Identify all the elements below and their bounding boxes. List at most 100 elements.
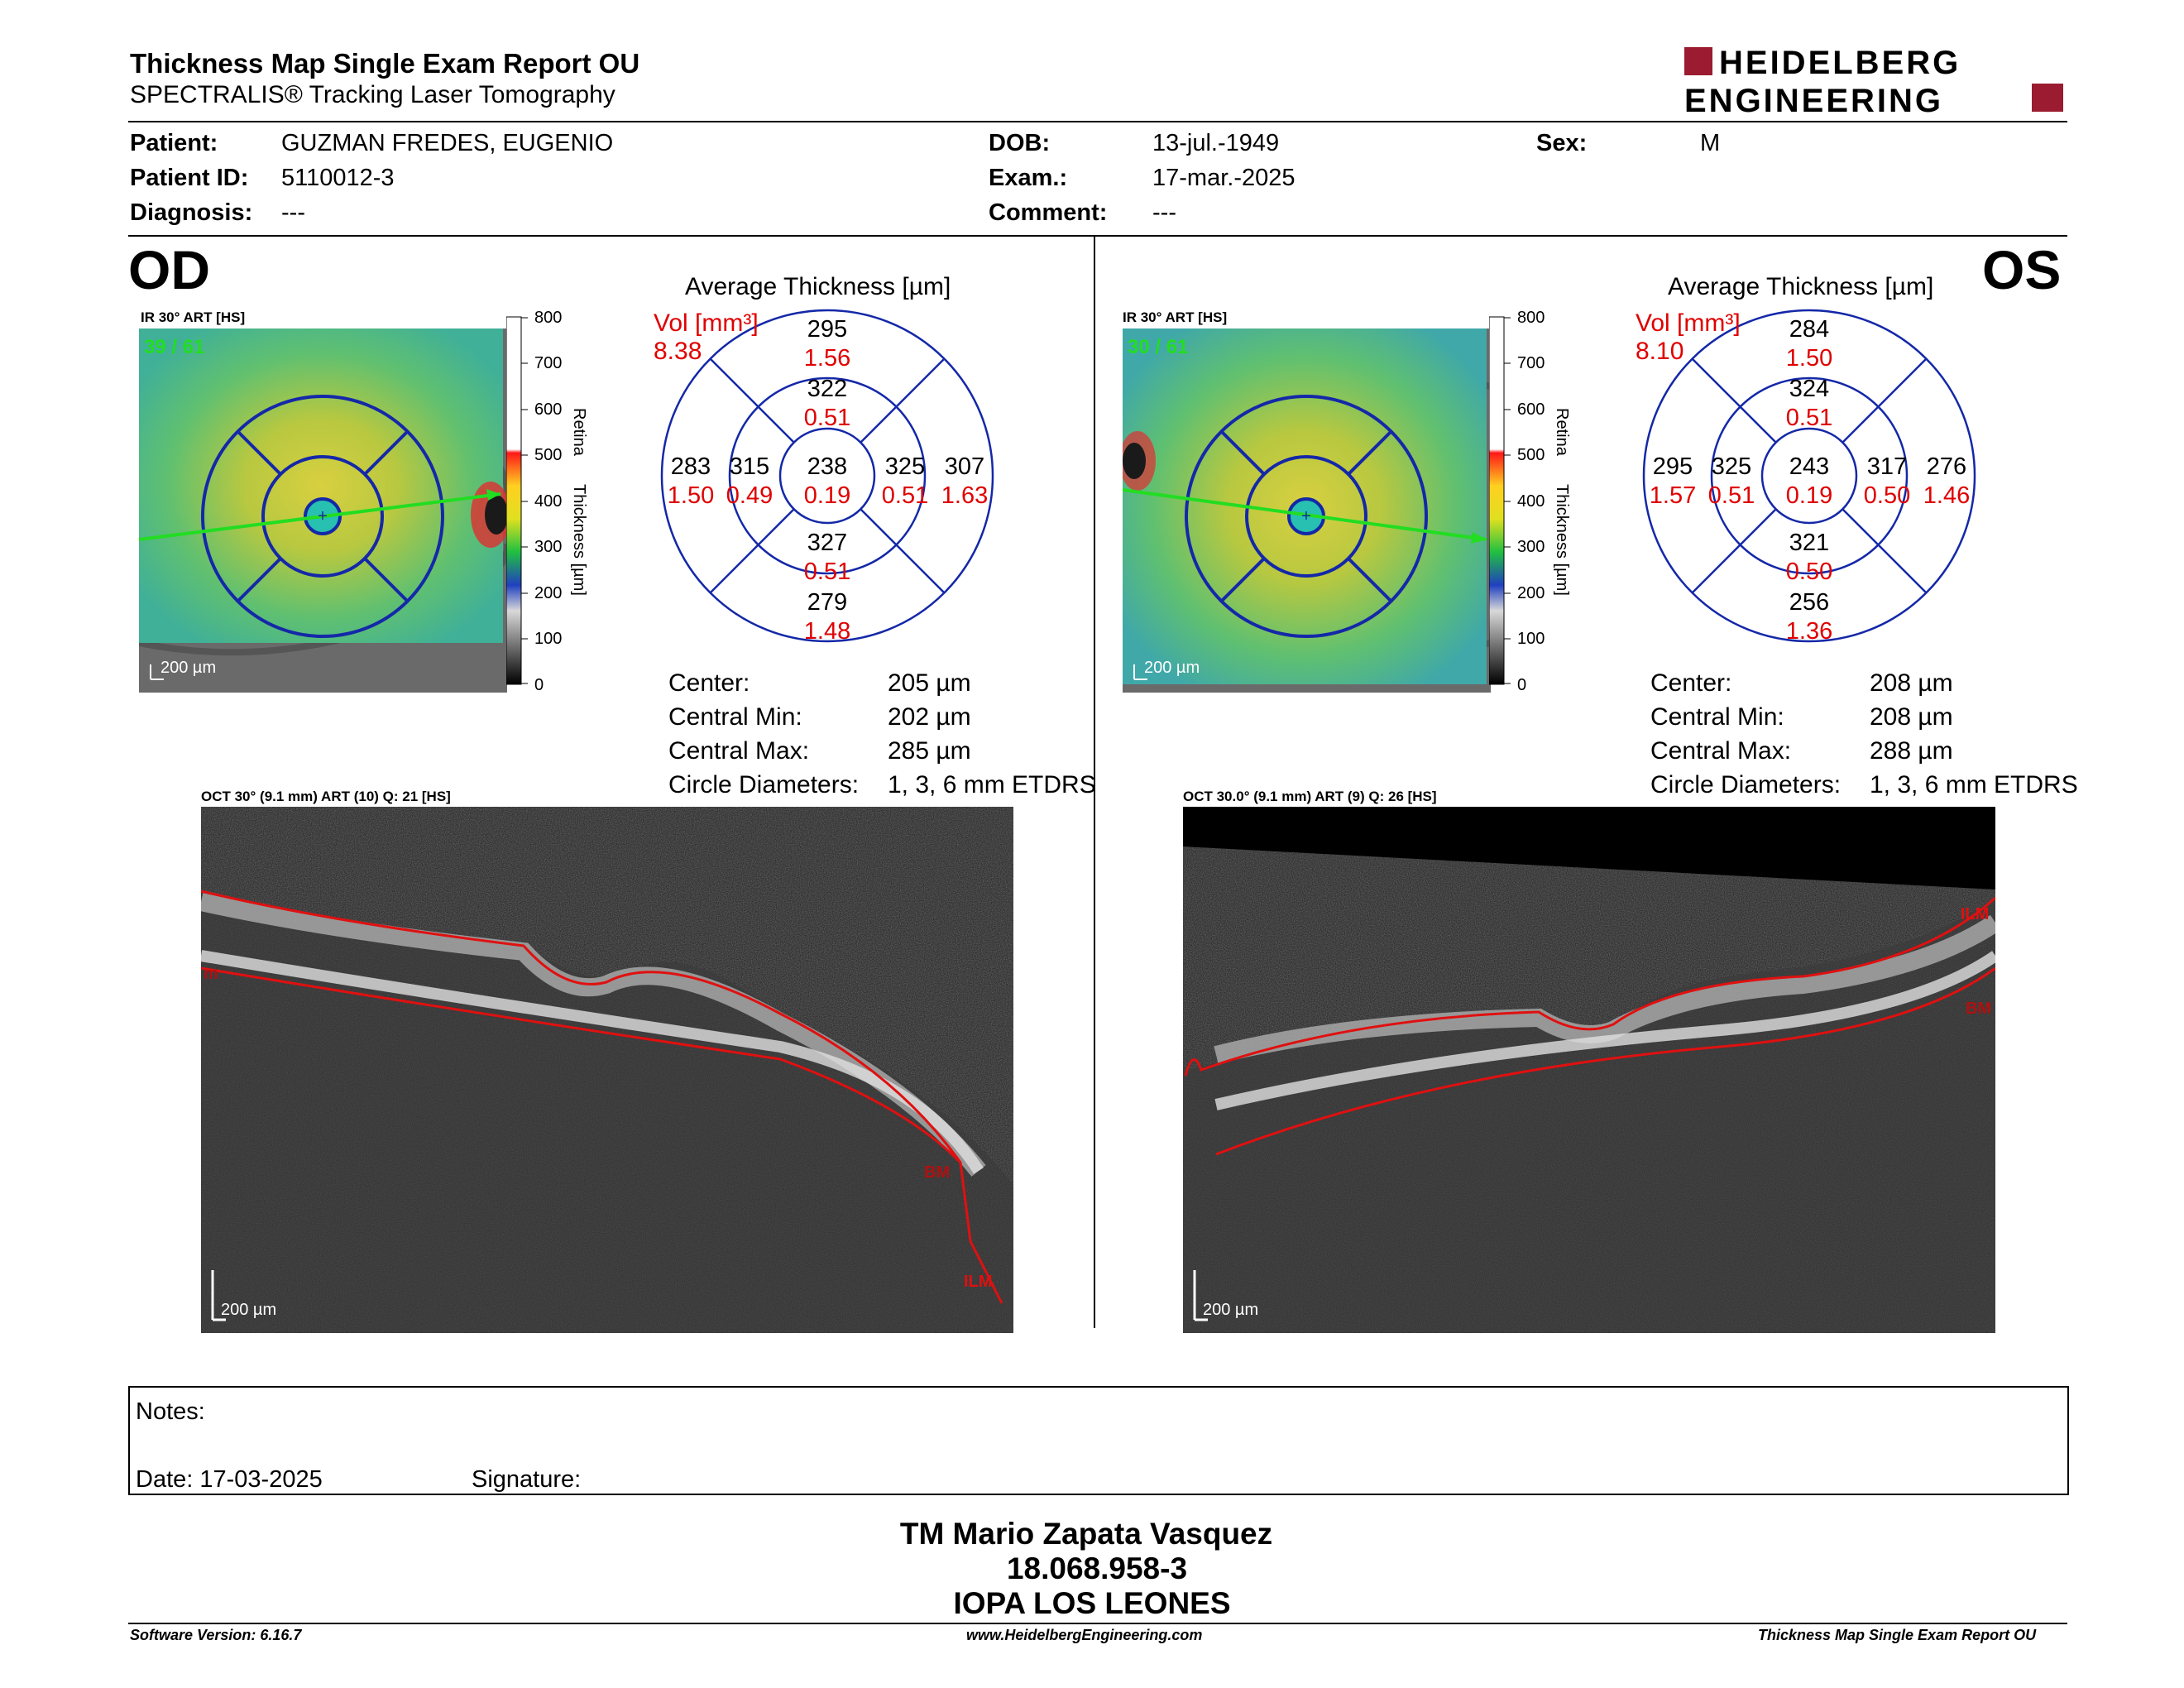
dob-value: 13-jul.-1949 [1152,130,1280,156]
os-center-value: 208 µm [1870,669,1953,697]
os-inner-inf-vol: 0.50 [1786,559,1832,585]
os-outer-right: 276 [1927,453,1966,480]
os-cbar-400: 400 [1517,492,1545,511]
os-cbar-800: 800 [1517,310,1545,327]
os-outer-sup: 284 [1789,316,1829,343]
patient-label: Patient: [130,130,218,156]
os-inner-inf: 321 [1789,530,1829,556]
os-ir-label: IR 30° ART [HS] [1123,309,1228,325]
diagnosis-value: --- [281,199,305,226]
od-max-label: Central Max: [668,737,810,765]
od-cbar-600: 600 [534,400,562,419]
od-oct-label: OCT 30° (9.1 mm) ART (10) Q: 21 [HS] [201,789,451,804]
logo-line2: ENGINEERING [1684,83,1943,117]
od-inner-inf: 327 [807,530,847,556]
os-etdrs-grid: 284 1.50 324 0.51 243 0.19 325 0.51 317 … [1642,309,1976,645]
od-inner-left-vol: 0.49 [726,482,773,509]
signer-name: TM Mario Zapata Vasquez [899,1517,1273,1551]
sex-label: Sex: [1536,130,1588,156]
od-oct-bscan: m BM ILM 200 µm [201,807,1013,1333]
od-marker-bm: BM [924,1163,950,1182]
signer-rut: 18.068.958-3 [1006,1551,1188,1585]
notes-signature: Signature: [472,1466,582,1493]
os-center-vol: 0.19 [1786,482,1832,509]
os-eye-label: OS [1982,239,2062,300]
os-cbar-title2: Thickness [µm] [1553,484,1571,596]
footer-rule [128,1623,2067,1624]
os-colorbar: 800 700 600 500 400 300 200 100 0 Retina… [1489,310,1571,694]
os-cbar-200: 200 [1517,584,1545,602]
comment-value: --- [1152,199,1176,226]
od-inner-right: 325 [885,453,925,480]
os-cbar-title1: Retina [1553,408,1571,457]
od-inner-sup: 322 [807,376,847,402]
od-cbar-title2: Thickness [µm] [570,484,588,596]
od-diam-label: Circle Diameters: [668,771,860,798]
od-center: 238 [807,453,847,480]
os-oct-label: OCT 30.0° (9.1 mm) ART (9) Q: 26 [HS] [1183,789,1437,804]
od-cbar-title1: Retina [570,408,588,457]
sex-value: M [1700,130,1721,156]
od-marker-ilm-left: m [204,965,218,983]
os-outer-inf: 256 [1789,589,1829,616]
exam-label: Exam.: [989,165,1068,191]
os-marker-ilm: ILM [1961,905,1989,923]
od-min-value: 202 µm [888,703,971,731]
svg-text:+: + [1301,507,1311,525]
diagnosis-label: Diagnosis: [130,199,253,226]
os-inner-left-vol: 0.51 [1708,482,1755,509]
od-vol-value: 8.38 [654,338,702,365]
od-cbar-700: 700 [534,354,562,372]
os-max-label: Central Max: [1650,737,1792,765]
od-inner-right-vol: 0.51 [882,482,928,509]
od-inner-sup-vol: 0.51 [804,405,850,431]
logo-line1: HEIDELBERG [1719,46,1961,81]
os-cbar-500: 500 [1517,446,1545,464]
os-inner-right-vol: 0.50 [1864,482,1910,509]
os-inner-sup: 324 [1789,376,1829,402]
os-marker-bm: BM [1966,1000,1991,1018]
od-ir-label: IR 30° ART [HS] [141,309,246,325]
svg-text:+: + [318,507,328,525]
od-outer-inf-vol: 1.48 [804,618,850,645]
os-outer-left-vol: 1.57 [1650,482,1696,509]
os-cbar-700: 700 [1517,354,1545,372]
eye-divider [1094,236,1095,1328]
software-version: Software Version: 6.16.7 [130,1627,302,1643]
od-cbar-200: 200 [534,584,562,602]
os-diam-value: 1, 3, 6 mm ETDRS [1870,771,2078,798]
od-colorbar: 800 700 600 500 400 300 200 100 0 Retina… [506,310,588,694]
os-oct-scale: 200 µm [1203,1301,1258,1319]
os-min-value: 208 µm [1870,703,1953,731]
comment-label: Comment: [989,199,1108,226]
os-max-value: 288 µm [1870,737,1953,765]
od-marker-ilm: ILM [964,1273,992,1291]
os-vol-label: Vol [mm³] [1636,309,1741,337]
report-title: Thickness Map Single Exam Report OU [130,48,640,79]
patient-id-label: Patient ID: [130,165,249,191]
os-cbar-0: 0 [1517,676,1526,694]
logo-square-bottom [2032,84,2063,112]
os-center: 243 [1789,453,1829,480]
patient-name: GUZMAN FREDES, EUGENIO [281,130,614,156]
os-inner-right: 317 [1867,453,1907,480]
od-avg-title: Average Thickness [µm] [685,273,951,300]
website-link[interactable]: www.HeidelbergEngineering.com [966,1627,1203,1643]
logo-square-top [1684,47,1712,75]
od-outer-right: 307 [945,453,984,480]
od-outer-left-vol: 1.50 [668,482,714,509]
os-ir-counter: 30 / 61 [1128,336,1188,358]
od-outer-sup: 295 [807,316,847,343]
patient-id: 5110012-3 [281,165,395,191]
os-center-label: Center: [1650,669,1732,697]
heidelberg-logo: HEIDELBERG ENGINEERING [1684,46,2063,117]
od-center-label: Center: [668,669,750,697]
od-inner-inf-vol: 0.51 [804,559,850,585]
od-outer-sup-vol: 1.56 [804,345,850,372]
notes-label: Notes: [136,1398,205,1425]
od-etdrs-grid: 295 1.56 322 0.51 238 0.19 315 0.49 325 … [660,309,994,645]
os-outer-right-vol: 1.46 [1923,482,1970,509]
dob-label: DOB: [989,130,1051,156]
header-rule [128,121,2067,122]
od-inner-left: 315 [730,453,769,480]
